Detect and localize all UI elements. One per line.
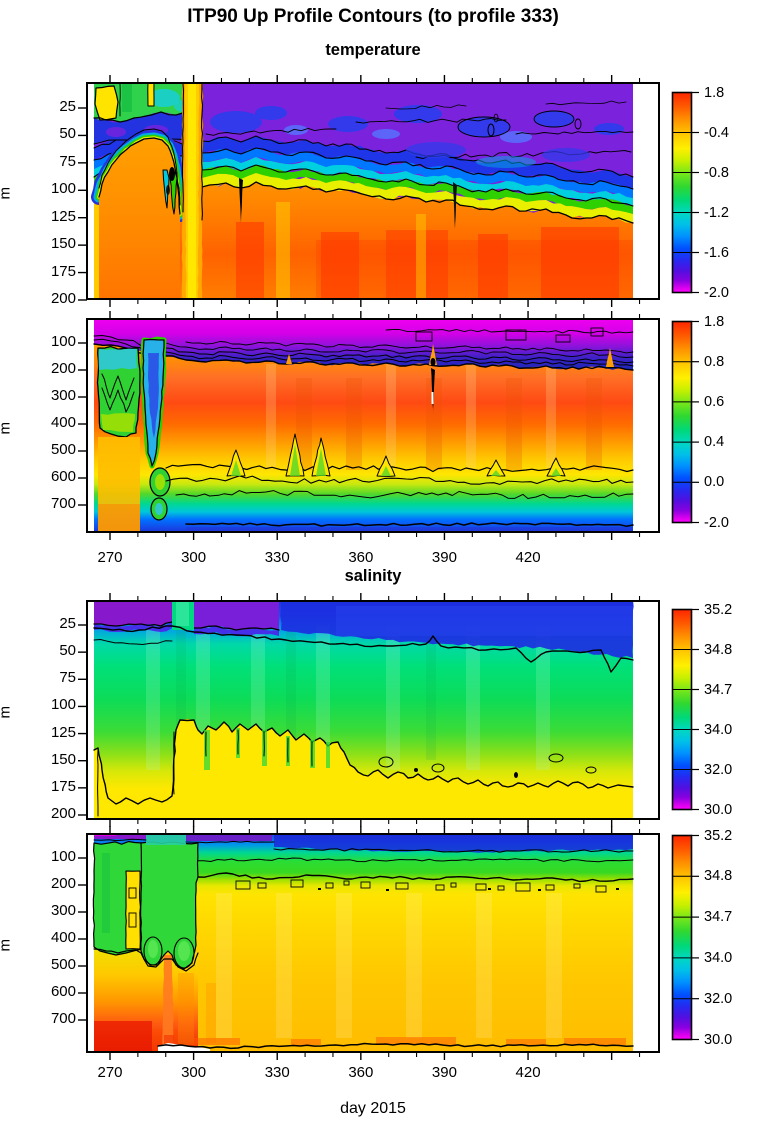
x-axis-label: day 2015: [340, 1100, 406, 1117]
colorbar-tick-label: 32.0: [704, 990, 733, 1007]
temperature-deep-colorbar: [671, 320, 699, 524]
y-axis-unit-label: m: [0, 182, 14, 200]
temperature-deep-panel: [78, 311, 660, 540]
colorbar-tick-label: 32.0: [704, 761, 733, 778]
y-tick-label: 200: [50, 804, 76, 822]
y-axis-unit-label: m: [0, 416, 14, 435]
x-tick-label: 330: [264, 1064, 290, 1081]
y-tick-label: 150: [50, 235, 76, 253]
colorbar-tick-label: -2.0: [704, 284, 729, 301]
y-tick-label: 200: [50, 289, 76, 307]
x-tick-label: 360: [348, 549, 374, 566]
x-tick-label: 270: [97, 1064, 123, 1081]
colorbar-tick-label: 34.0: [704, 949, 733, 966]
y-tick-label: 400: [50, 929, 76, 946]
temperature-shallow-colorbar: [671, 91, 699, 294]
y-tick-label: 300: [50, 902, 76, 919]
x-tick-label: 300: [181, 549, 207, 566]
colorbar-tick-label: 34.7: [704, 909, 733, 926]
x-tick-label: 420: [515, 1064, 541, 1081]
y-tick-label: 400: [50, 414, 76, 431]
colorbar-tick-label: 34.8: [704, 868, 733, 885]
x-tick-label: 330: [264, 549, 290, 566]
y-tick-label: 700: [50, 1010, 76, 1027]
y-tick-label: 600: [50, 983, 76, 1000]
salinity-shallow-panel: [78, 593, 660, 827]
colorbar-tick-label: 35.2: [704, 827, 733, 844]
colorbar-tick-label: -1.6: [704, 244, 729, 261]
salinity-deep-panel: [78, 826, 660, 1060]
salinity-shallow-colorbar: [671, 608, 699, 811]
y-tick-label: 100: [50, 848, 76, 865]
y-tick-label: 25: [59, 98, 76, 115]
colorbar-tick-label: 0.6: [704, 393, 725, 410]
y-tick-label: 100: [50, 696, 76, 714]
colorbar-tick-label: 1.8: [704, 313, 725, 330]
main-title: ITP90 Up Profile Contours (to profile 33…: [187, 6, 559, 27]
temperature-shallow-panel: [78, 75, 660, 307]
colorbar-tick-label: 34.0: [704, 721, 733, 738]
colorbar-tick-label: 35.2: [704, 601, 733, 618]
colorbar-tick-label: 0.4: [704, 434, 725, 451]
colorbar-tick-label: -2.0: [704, 514, 729, 531]
y-tick-label: 50: [59, 642, 76, 660]
y-axis-unit-label: m: [0, 701, 14, 719]
y-tick-label: 25: [59, 615, 76, 632]
y-tick-label: 75: [59, 669, 76, 687]
colorbar-tick-label: 1.8: [704, 84, 725, 101]
y-tick-label: 100: [50, 180, 76, 198]
y-tick-label: 125: [50, 207, 76, 225]
x-tick-label: 390: [431, 1064, 457, 1081]
x-tick-label: 390: [431, 549, 457, 566]
colorbar-tick-label: -0.4: [704, 124, 729, 141]
y-tick-label: 125: [50, 723, 76, 741]
temperature-section-title: temperature: [325, 41, 421, 59]
y-tick-label: 50: [59, 125, 76, 143]
y-tick-label: 75: [59, 152, 76, 170]
y-tick-label: 600: [50, 468, 76, 485]
salinity-section-title: salinity: [344, 567, 402, 585]
x-tick-label: 360: [348, 1064, 374, 1081]
x-tick-label: 420: [515, 549, 541, 566]
x-tick-label: 300: [181, 1064, 207, 1081]
y-tick-label: 100: [50, 333, 76, 350]
colorbar-tick-label: 34.8: [704, 641, 733, 658]
colorbar-tick-label: 30.0: [704, 1031, 733, 1048]
y-tick-label: 200: [50, 360, 76, 377]
y-tick-label: 175: [50, 777, 76, 795]
y-tick-label: 150: [50, 750, 76, 768]
y-tick-label: 300: [50, 387, 76, 404]
salinity-deep-colorbar: [671, 834, 699, 1041]
colorbar-tick-label: -0.8: [704, 164, 729, 181]
colorbar-tick-label: 34.7: [704, 681, 733, 698]
x-tick-label: 270: [97, 549, 123, 566]
colorbar-tick-label: 30.0: [704, 801, 733, 818]
y-tick-label: 500: [50, 441, 76, 458]
colorbar-tick-label: 0.8: [704, 353, 725, 370]
colorbar-tick-label: -1.2: [704, 204, 729, 221]
y-tick-label: 200: [50, 875, 76, 892]
y-tick-label: 700: [50, 495, 76, 512]
y-tick-label: 500: [50, 956, 76, 973]
y-axis-unit-label: m: [0, 934, 14, 952]
colorbar-tick-label: 0.0: [704, 474, 725, 491]
y-tick-label: 175: [50, 262, 76, 280]
